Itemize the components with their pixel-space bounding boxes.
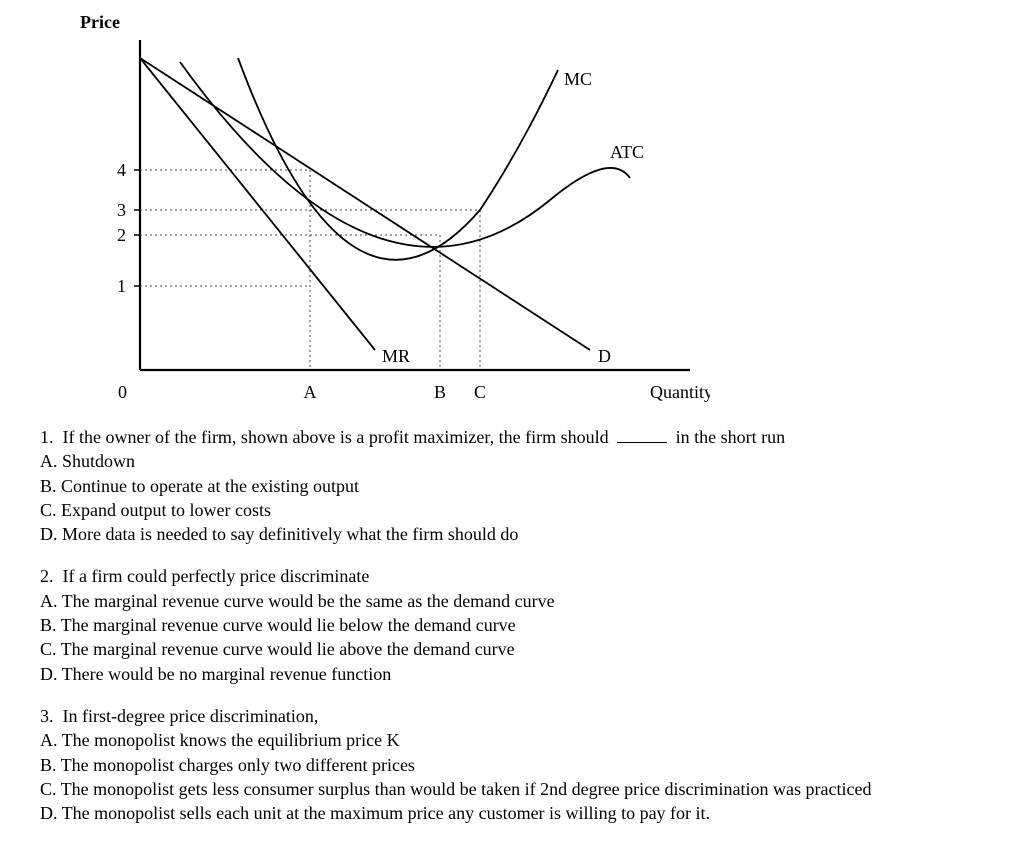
d-label: D [598,346,611,366]
question-prompt-pre: 1. If the owner of the firm, shown above… [40,427,613,447]
x-axis-title: Quantity [650,382,710,402]
answer-option: D. The monopolist sells each unit at the… [40,801,1004,825]
question-prompt-pre: 3. In first-degree price discrimination, [40,706,318,726]
x-tick-label: B [434,382,446,402]
answer-option: B. Continue to operate at the existing o… [40,474,1004,498]
y-tick-label: 1 [117,276,126,296]
y-tick-label: 2 [117,225,126,245]
answer-option: B. The monopolist charges only two diffe… [40,753,1004,777]
answer-option: C. The marginal revenue curve would lie … [40,637,1004,661]
question-prompt-post: in the short run [671,427,785,447]
question-prompt: 3. In first-degree price discrimination, [40,704,1004,728]
answer-option: A. The monopolist knows the equilibrium … [40,728,1004,752]
chart-svg: 4 3 2 1 A B C Price Quantity 0 MC ATC MR D [50,10,710,410]
answer-option: A. The marginal revenue curve would be t… [40,589,1004,613]
questions-list: 1. If the owner of the firm, shown above… [40,424,1004,825]
answer-option: A. Shutdown [40,449,1004,473]
y-tick-label: 4 [117,160,126,180]
y-tick-label: 3 [117,200,126,220]
question-block: 2. If a firm could perfectly price discr… [40,564,1004,685]
answer-option: C. The monopolist gets less consumer sur… [40,777,1004,801]
origin-label: 0 [118,382,127,402]
x-tick-label: C [474,382,486,402]
x-tick-label: A [304,382,317,402]
mr-label: MR [382,346,410,366]
answer-option: D. There would be no marginal revenue fu… [40,662,1004,686]
atc-label: ATC [610,142,644,162]
mc-label: MC [564,69,592,89]
mr-curve [140,58,375,350]
question-prompt-pre: 2. If a firm could perfectly price discr… [40,566,369,586]
question-prompt: 2. If a firm could perfectly price discr… [40,564,1004,588]
cost-curves-chart: 4 3 2 1 A B C Price Quantity 0 MC ATC MR D [50,10,1004,410]
mc-curve [238,58,558,260]
fill-in-blank [617,424,667,443]
question-block: 3. In first-degree price discrimination,… [40,704,1004,825]
y-axis-title: Price [80,12,120,32]
atc-curve [180,62,630,247]
answer-option: D. More data is needed to say definitive… [40,522,1004,546]
answer-option: B. The marginal revenue curve would lie … [40,613,1004,637]
question-block: 1. If the owner of the firm, shown above… [40,424,1004,546]
question-prompt: 1. If the owner of the firm, shown above… [40,424,1004,449]
demand-curve [140,58,590,350]
answer-option: C. Expand output to lower costs [40,498,1004,522]
